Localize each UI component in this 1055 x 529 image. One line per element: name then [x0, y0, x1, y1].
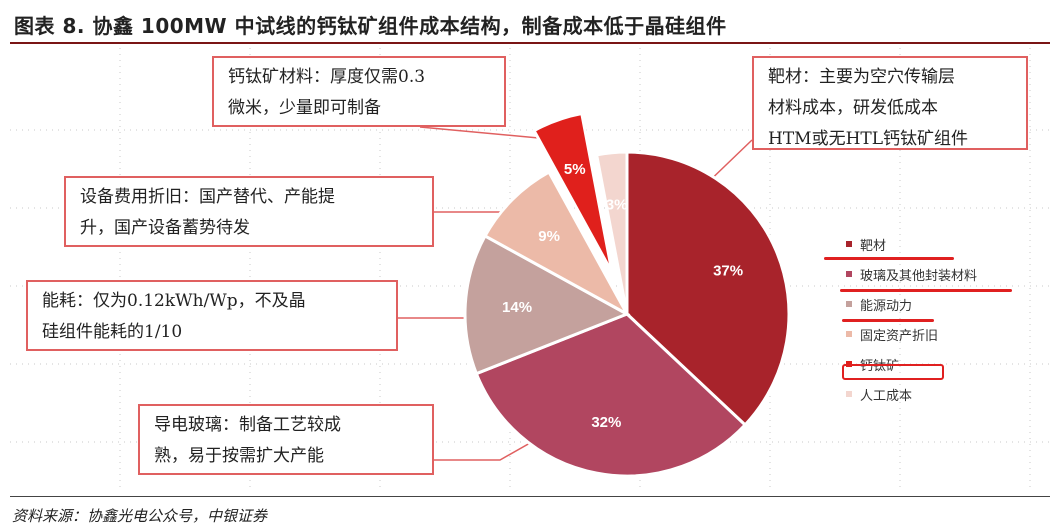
pie-slices — [463, 111, 791, 478]
slice-data-label: 14% — [502, 299, 532, 316]
pie-data-labels: 37% 32% 14% 9% 5% 3% — [502, 161, 743, 431]
callout-line: 设备费用折旧：国产替代、产能提 — [80, 187, 335, 207]
pie-slice — [463, 233, 631, 376]
legend-label: 靶材 — [860, 238, 887, 254]
slice-data-label: 37% — [713, 262, 743, 279]
legend-highlight-underline — [824, 257, 954, 260]
callout-line: HTM或无HTL钙钛矿组件 — [768, 129, 969, 149]
legend-swatch — [846, 241, 852, 247]
legend-item: 玻璃及其他封装材料 — [846, 264, 977, 284]
legend-highlight-underline — [840, 289, 1012, 292]
callout-line: 硅组件能耗的1/10 — [42, 322, 183, 342]
slice-data-label: 5% — [564, 161, 586, 178]
legend-label: 能源动力 — [860, 298, 913, 314]
legend-label: 固定资产折旧 — [860, 328, 939, 344]
legend-highlight-underline — [842, 319, 934, 322]
callout-line: 材料成本，研发低成本 — [768, 98, 938, 118]
callout-energy-consumption: 能耗：仅为0.12kWh/Wp，不及晶 硅组件能耗的1/10 — [26, 280, 398, 351]
chart-title: 图表 8. 协鑫 100MW 中试线的钙钛矿组件成本结构，制备成本低于晶硅组件 — [14, 14, 727, 38]
footer-divider — [10, 496, 1050, 497]
legend-item: 靶材 — [846, 234, 886, 254]
legend-label: 人工成本 — [860, 388, 913, 404]
callout-line: 靶材：主要为空穴传输层 — [768, 67, 955, 87]
callout-line: 升，国产设备蓄势待发 — [80, 218, 250, 238]
pie-slice — [625, 150, 791, 428]
callout-equipment-depreciation: 设备费用折旧：国产替代、产能提 升，国产设备蓄势待发 — [64, 176, 434, 247]
callout-line: 微米，少量即可制备 — [228, 98, 381, 118]
slice-data-label: 3% — [606, 196, 628, 213]
slice-data-label: 32% — [591, 414, 621, 431]
slice-data-label: 9% — [538, 228, 560, 245]
callout-line: 导电玻璃：制备工艺较成 — [154, 415, 341, 435]
pie-slice — [594, 150, 629, 315]
title-divider — [10, 42, 1050, 44]
callout-target-material: 靶材：主要为空穴传输层 材料成本，研发低成本 HTM或无HTL钙钛矿组件 — [752, 56, 1028, 150]
legend-item: 人工成本 — [846, 384, 912, 404]
legend-swatch — [846, 391, 852, 397]
legend-swatch — [846, 271, 852, 277]
pie-slice — [532, 111, 614, 274]
pie-slice — [483, 170, 631, 318]
callout-conductive-glass: 导电玻璃：制备工艺较成 熟，易于按需扩大产能 — [138, 404, 434, 475]
source-note: 资料来源：协鑫光电公众号，中银证券 — [12, 507, 268, 525]
pie-slice — [474, 312, 748, 478]
callout-perovskite-material: 钙钛矿材料：厚度仅需0.3 微米，少量即可制备 — [212, 56, 506, 127]
legend-label: 钙钛矿 — [860, 358, 900, 374]
legend-swatch — [846, 301, 852, 307]
legend-highlight-box — [842, 364, 944, 380]
callout-line: 能耗：仅为0.12kWh/Wp，不及晶 — [42, 291, 306, 311]
legend-item: 固定资产折旧 — [846, 324, 938, 344]
callout-line: 熟，易于按需扩大产能 — [154, 446, 324, 466]
legend-item: 能源动力 — [846, 294, 912, 314]
legend-swatch — [846, 331, 852, 337]
legend-label: 玻璃及其他封装材料 — [860, 268, 978, 284]
callout-line: 钙钛矿材料：厚度仅需0.3 — [228, 67, 426, 87]
